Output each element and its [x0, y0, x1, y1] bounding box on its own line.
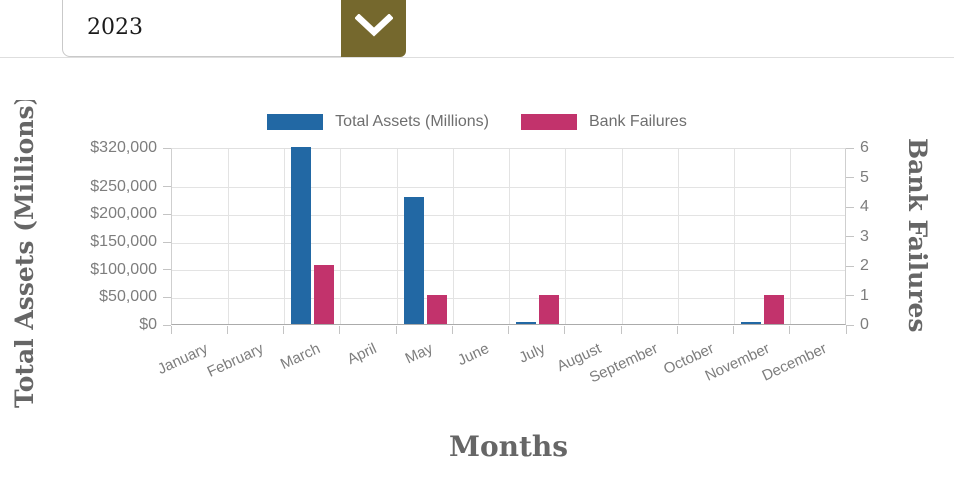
vertical-gridline — [677, 149, 679, 324]
right-axis-tick — [846, 236, 854, 237]
bar-total-assets-millions-march[interactable] — [291, 147, 312, 324]
right-axis-tick-label: 3 — [860, 227, 869, 245]
right-axis-tick-label: 1 — [860, 286, 869, 304]
right-axis-title: Bank Failures — [903, 138, 932, 333]
horizontal-gridline — [172, 214, 845, 216]
right-axis-tick-label: 2 — [860, 257, 869, 274]
bar-bank-failures-july[interactable] — [539, 294, 560, 324]
right-axis-tick — [846, 206, 854, 208]
x-axis-title: Months — [448, 430, 569, 463]
x-axis-tick — [620, 326, 622, 334]
x-axis-tick — [564, 326, 566, 334]
right-axis-tick-label: 5 — [860, 168, 869, 186]
legend-item-total-assets-millions[interactable]: Total Assets (Millions) — [267, 113, 489, 131]
legend-label: Total Assets (Millions) — [335, 113, 489, 130]
vertical-gridline — [284, 149, 285, 324]
vertical-gridline — [565, 149, 567, 324]
x-axis-tick — [170, 326, 172, 334]
right-axis-tick-label: 6 — [860, 139, 869, 156]
legend-swatch-bank-failures — [521, 114, 577, 130]
x-axis-tick — [451, 326, 453, 334]
bar-total-assets-millions-may[interactable] — [403, 197, 424, 324]
year-select-value: 2023 — [87, 15, 143, 40]
bar-bank-failures-november[interactable] — [764, 294, 785, 324]
bar-total-assets-millions-july[interactable] — [516, 322, 537, 324]
horizontal-gridline — [172, 187, 845, 189]
x-axis-tick — [339, 326, 341, 334]
left-axis-tick-label: $250,000 — [90, 177, 157, 195]
x-axis-tick — [733, 326, 734, 334]
x-axis-tick — [789, 326, 791, 334]
vertical-gridline — [790, 149, 792, 324]
vertical-gridline — [509, 149, 510, 324]
left-axis-title: Total Assets (Millions) — [10, 100, 39, 408]
vertical-gridline — [621, 149, 623, 324]
left-axis-tick — [163, 186, 171, 188]
x-tick-label-february: February — [204, 340, 267, 381]
vertical-gridline — [340, 149, 342, 324]
left-axis-tick-label: $50,000 — [99, 288, 157, 306]
vertical-gridline — [227, 149, 229, 324]
left-axis-tick — [163, 324, 171, 326]
legend-item-bank-failures[interactable]: Bank Failures — [521, 113, 687, 131]
x-axis-tick — [676, 326, 678, 334]
x-tick-label-april: April — [344, 340, 380, 369]
x-tick-label-june: June — [454, 340, 492, 370]
vertical-gridline — [396, 149, 398, 324]
legend-swatch-total-assets-millions — [267, 114, 324, 130]
bar-total-assets-millions-november[interactable] — [741, 322, 762, 324]
x-axis-tick — [395, 326, 397, 334]
chart-legend: Total Assets (Millions) Bank Failures — [0, 113, 954, 131]
right-axis-tick — [846, 324, 854, 326]
year-select[interactable]: 2023 — [62, 0, 406, 57]
chevron-down-icon — [353, 4, 394, 41]
right-axis-tick — [846, 177, 854, 178]
right-axis-tick-label: 0 — [860, 316, 869, 333]
left-axis-tick-label: $200,000 — [90, 205, 157, 223]
horizontal-gridline — [172, 270, 845, 272]
x-axis-tick — [508, 326, 509, 334]
horizontal-gridline — [172, 242, 845, 244]
x-axis-tick — [226, 326, 228, 334]
vertical-gridline — [452, 149, 454, 324]
left-axis-tick-label: $150,000 — [90, 233, 157, 251]
x-tick-label-december: December — [759, 340, 830, 385]
year-select-toggle-button[interactable] — [341, 0, 406, 57]
divider — [0, 57, 954, 58]
right-axis-tick-label: 4 — [860, 198, 869, 215]
right-axis-tick — [846, 147, 854, 149]
left-axis-tick — [163, 269, 171, 271]
bar-bank-failures-may[interactable] — [426, 294, 447, 324]
x-tick-label-may: May — [402, 340, 436, 368]
left-axis-tick — [163, 213, 171, 215]
left-axis-tick-label: $100,000 — [90, 260, 157, 278]
left-axis-tick — [163, 296, 171, 298]
horizontal-gridline — [172, 297, 845, 299]
x-tick-label-november: November — [702, 340, 773, 385]
legend-label: Bank Failures — [589, 113, 687, 130]
left-axis-tick — [163, 241, 171, 243]
x-axis-tick — [845, 326, 847, 334]
left-axis-tick-label: $0 — [139, 316, 157, 333]
chart-plot-area — [171, 147, 846, 325]
left-axis-tick-label: $320,000 — [90, 139, 157, 156]
vertical-gridline — [734, 149, 735, 324]
left-axis-tick — [163, 147, 171, 149]
right-axis-tick — [846, 265, 854, 267]
x-tick-label-march: March — [277, 340, 323, 374]
x-tick-label-july: July — [516, 340, 548, 367]
x-tick-label-january: January — [154, 340, 211, 378]
bar-bank-failures-march[interactable] — [314, 265, 335, 324]
x-axis-tick — [283, 326, 284, 334]
right-axis-tick — [846, 295, 854, 296]
